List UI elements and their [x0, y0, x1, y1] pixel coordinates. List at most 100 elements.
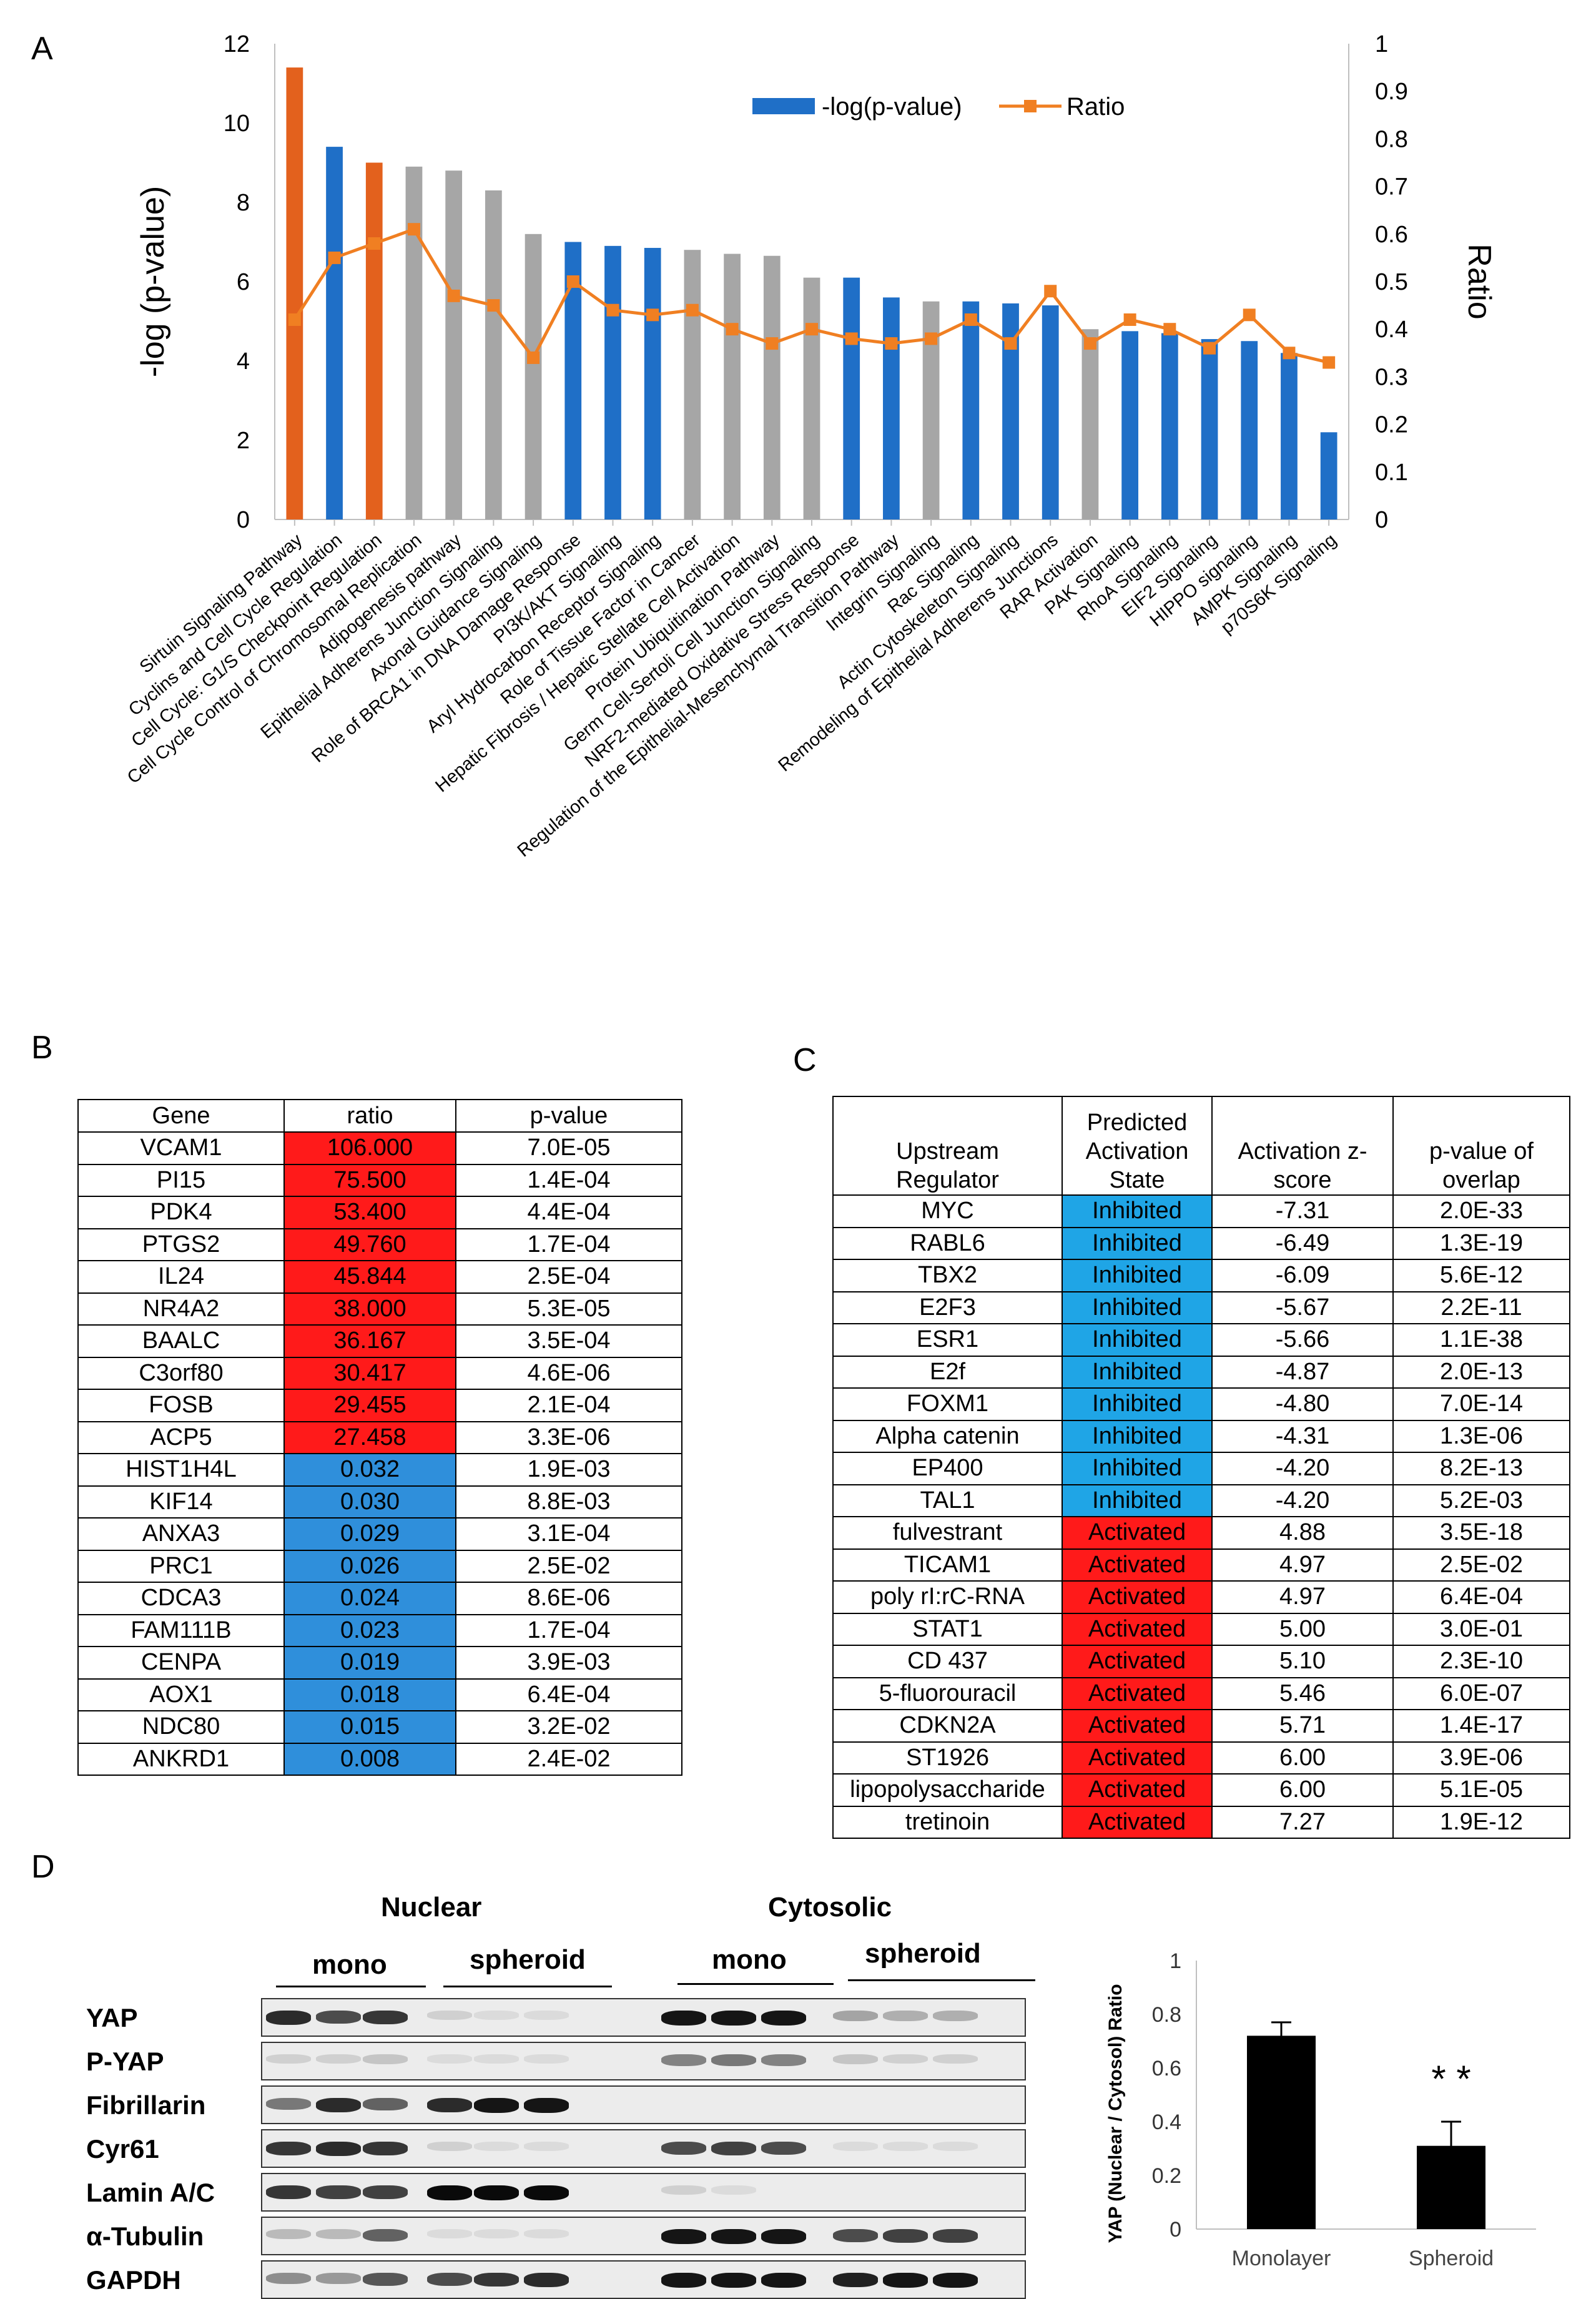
blot-band [316, 2273, 361, 2284]
pvalue-cell: 6.4E-04 [455, 1678, 682, 1711]
blot-group-nuclear-mono: mono [312, 1949, 387, 1980]
table-row: PTGS2 49.760 1.7E-04 [77, 1228, 682, 1261]
bar [724, 254, 741, 519]
pvalue-cell: 3.9E-06 [1392, 1741, 1570, 1775]
gene-cell: C3orf80 [77, 1356, 285, 1390]
table-row: TICAM1 Activated 4.97 2.5E-02 [832, 1548, 1570, 1582]
y2-tick-label: 0.6 [1375, 222, 1408, 248]
blot-band [316, 2054, 361, 2064]
pvalue-cell: 1.4E-04 [455, 1163, 682, 1197]
regulator-cell: TICAM1 [832, 1548, 1063, 1582]
bar [1121, 331, 1139, 519]
significance-annotation: * * [1431, 2058, 1470, 2100]
gene-cell: NR4A2 [77, 1292, 285, 1326]
table-c-header-state: Predicted Activation State [1062, 1096, 1213, 1196]
bar [803, 277, 820, 519]
zscore-cell: 5.10 [1211, 1645, 1394, 1678]
panel-letter-b: B [31, 1030, 53, 1066]
bar [525, 234, 542, 519]
zscore-cell: 7.27 [1211, 1805, 1394, 1839]
gene-cell: ANKRD1 [77, 1742, 285, 1776]
table-row: CDKN2A Activated 5.71 1.4E-17 [832, 1709, 1570, 1743]
table-row: CENPA 0.019 3.9E-03 [77, 1646, 682, 1680]
regulator-cell: RABL6 [832, 1226, 1063, 1260]
blot-band [474, 2273, 519, 2287]
state-cell: Activated [1062, 1548, 1213, 1582]
blot-band [474, 2185, 519, 2200]
zscore-cell: -6.09 [1211, 1259, 1394, 1292]
ratio-cell: 27.458 [283, 1420, 456, 1454]
zscore-cell: 4.88 [1211, 1516, 1394, 1550]
blot-row-label: Cyr61 [86, 2134, 159, 2164]
blot-band [883, 2054, 928, 2064]
blot-band [427, 2185, 472, 2200]
regulator-cell: ESR1 [832, 1323, 1063, 1357]
pvalue-cell: 8.8E-03 [455, 1485, 682, 1519]
underline [677, 1983, 834, 1985]
regulator-cell: tretinoin [832, 1805, 1063, 1839]
blot-band [761, 2229, 806, 2244]
blot-row-label: GAPDH [86, 2265, 181, 2295]
pvalue-cell: 3.1E-04 [455, 1517, 682, 1551]
y-axis-title: -log (p-value) [135, 186, 171, 377]
table-row: lipopolysaccharide Activated 6.00 5.1E-05 [832, 1773, 1570, 1807]
legend-line-marker [1024, 100, 1037, 112]
blot-band [933, 2142, 978, 2151]
ratio-cell: 0.008 [283, 1742, 456, 1776]
pvalue-cell: 3.9E-03 [455, 1646, 682, 1680]
blot-band [661, 2054, 706, 2066]
bar [1241, 341, 1258, 519]
table-row: ST1926 Activated 6.00 3.9E-06 [832, 1741, 1570, 1775]
table-row: FAM111B 0.023 1.7E-04 [77, 1613, 682, 1647]
pvalue-cell: 6.0E-07 [1392, 1676, 1570, 1710]
table-row: FOXM1 Inhibited -4.80 7.0E-14 [832, 1387, 1570, 1421]
regulator-cell: TAL1 [832, 1484, 1063, 1517]
blot-band [833, 2142, 878, 2151]
pvalue-cell: 1.7E-04 [455, 1228, 682, 1261]
ratio-point [527, 351, 540, 364]
table-row: NR4A2 38.000 5.3E-05 [77, 1292, 682, 1326]
blot-band [474, 2142, 519, 2151]
table-row: Alpha catenin Inhibited -4.31 1.3E-06 [832, 1419, 1570, 1453]
bar [445, 170, 463, 519]
ratio-point [1283, 347, 1296, 360]
blot-band [427, 2054, 472, 2064]
ratio-point [1243, 308, 1256, 322]
table-row: PI15 75.500 1.4E-04 [77, 1163, 682, 1197]
blot-band [711, 2142, 756, 2155]
blot-band [427, 2273, 472, 2286]
ratio-cell: 0.018 [283, 1678, 456, 1711]
regulator-cell: STAT1 [832, 1612, 1063, 1646]
ratio-point [1203, 342, 1216, 355]
x-tick-label: Spheroid [1409, 2247, 1494, 2270]
state-cell: Inhibited [1062, 1291, 1213, 1324]
blot-band [833, 2054, 878, 2064]
bar [684, 250, 701, 519]
blot-band [524, 2185, 569, 2200]
ratio-point [1123, 313, 1136, 326]
x-tick-label: Monolayer [1232, 2247, 1331, 2270]
state-cell: Activated [1062, 1805, 1213, 1839]
table-row: TBX2 Inhibited -6.09 5.6E-12 [832, 1259, 1570, 1292]
underline [276, 1986, 426, 1987]
pvalue-cell: 2.3E-10 [1392, 1645, 1570, 1678]
ratio-point [686, 303, 699, 317]
y-tick-label: 0 [237, 507, 250, 533]
table-row: E2F3 Inhibited -5.67 2.2E-11 [832, 1291, 1570, 1324]
gene-cell: AOX1 [77, 1678, 285, 1711]
pvalue-cell: 5.6E-12 [1392, 1259, 1570, 1292]
pvalue-cell: 3.3E-06 [455, 1420, 682, 1454]
blot-band [363, 2142, 408, 2155]
y-axis-title: YAP (Nuclear / Cytosol) Ratio [1105, 1984, 1126, 2243]
ratio-point [328, 251, 341, 264]
gene-ratio-table: Gene ratio p-value VCAM1 106.000 7.0E-05 PI… [77, 1099, 682, 1776]
table-row: 5-fluorouracil Activated 5.46 6.0E-07 [832, 1676, 1570, 1710]
ratio-point [288, 313, 301, 326]
table-row: ANKRD1 0.008 2.4E-02 [77, 1742, 682, 1776]
table-row: poly rI:rC-RNA Activated 4.97 6.4E-04 [832, 1580, 1570, 1614]
regulator-cell: FOXM1 [832, 1387, 1063, 1421]
blot-band [761, 2054, 806, 2066]
blot-band [933, 2273, 978, 2288]
bar [286, 67, 303, 520]
table-row: EP400 Inhibited -4.20 8.2E-13 [832, 1452, 1570, 1485]
